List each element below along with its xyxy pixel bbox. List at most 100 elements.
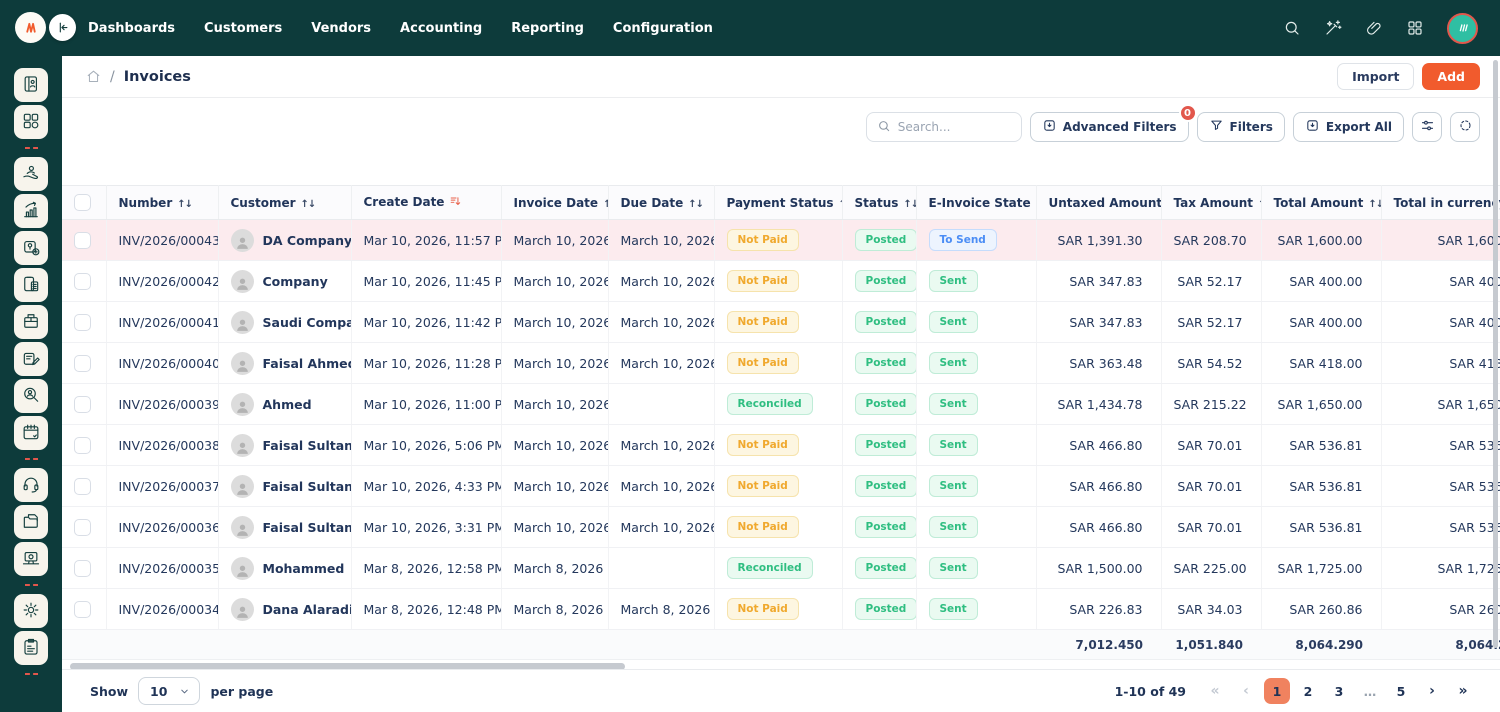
last-page-button[interactable]: » xyxy=(1450,678,1476,704)
customer-avatar xyxy=(230,351,254,375)
invoice-row[interactable]: INV/2026/00036 Faisal Sultan Mar 10, 2026,… xyxy=(62,506,1500,548)
sidebar-growth-chart-button[interactable] xyxy=(14,194,48,228)
sidebar-collapse-button[interactable] xyxy=(49,14,76,41)
row-checkbox[interactable] xyxy=(74,436,91,454)
column-header-create_date[interactable]: Create Date xyxy=(351,185,502,220)
nav-item-accounting[interactable]: Accounting xyxy=(400,20,483,36)
due-date: March 10, 2026 xyxy=(608,260,715,302)
column-label: Create Date xyxy=(363,194,445,209)
row-checkbox[interactable] xyxy=(74,518,91,536)
einvoice-state-cell: Sent xyxy=(916,260,1037,302)
advanced-filters-button[interactable]: Advanced Filters 0 xyxy=(1029,104,1197,142)
vertical-scrollbar-thumb[interactable] xyxy=(1493,60,1498,648)
invoice-row[interactable]: INV/2026/00040 Faisal Ahmed Mar 10, 2026, … xyxy=(62,342,1500,384)
invoice-row[interactable]: INV/2026/00035 Mohammed Mar 8, 2026, 12:58… xyxy=(62,547,1500,589)
nav-item-dashboards[interactable]: Dashboards xyxy=(88,20,176,36)
status-badge: Sent xyxy=(928,475,978,497)
invoice-row[interactable]: INV/2026/00034 Dana Alaradi Mar 8, 2026, 1… xyxy=(62,588,1500,630)
row-checkbox[interactable] xyxy=(74,600,91,618)
prev-page-button[interactable]: ‹ xyxy=(1233,678,1259,704)
tax-amount: SAR 52.17 xyxy=(1161,260,1262,302)
sidebar-clipboard-calculator-button[interactable] xyxy=(14,268,48,302)
sidebar-calculator-pen-button[interactable] xyxy=(14,342,48,376)
nav-item-reporting[interactable]: Reporting xyxy=(511,20,584,36)
column-header-einvoice_state[interactable]: E-Invoice State↑↓ xyxy=(916,185,1037,220)
invoice-row[interactable]: INV/2026/00043 DA Company Mar 10, 2026, 11… xyxy=(62,219,1500,261)
invoice-row[interactable]: INV/2026/00037 Faisal Sultan Mar 10, 2026,… xyxy=(62,465,1500,507)
sidebar-contacts-book-button[interactable] xyxy=(14,68,48,102)
search-box[interactable] xyxy=(865,112,1022,142)
nav-item-configuration[interactable]: Configuration xyxy=(612,20,713,36)
column-header-status[interactable]: Status ↑↓ xyxy=(842,185,917,220)
sidebar-headset-support-button[interactable] xyxy=(14,468,48,502)
page-button-3[interactable]: 3 xyxy=(1326,678,1352,704)
search-icon[interactable] xyxy=(1283,19,1301,37)
invoice-number: INV/2026/00036 xyxy=(106,506,219,548)
invoice-row[interactable]: INV/2026/00039 Ahmed Mar 10, 2026, 11:00 P… xyxy=(62,383,1500,425)
next-page-button[interactable]: › xyxy=(1419,678,1445,704)
page-size-select[interactable]: 10 xyxy=(138,677,201,705)
column-header-tax[interactable]: Tax Amount ↑↓ xyxy=(1161,185,1262,220)
add-button[interactable]: Add xyxy=(1422,63,1480,90)
status-badge: Sent xyxy=(928,598,978,620)
column-header-untaxed[interactable]: Untaxed Amount↑↓ xyxy=(1036,185,1162,220)
row-checkbox[interactable] xyxy=(74,559,91,577)
page-button-2[interactable]: 2 xyxy=(1295,678,1321,704)
table-settings-button[interactable] xyxy=(1412,112,1442,142)
attachment-icon[interactable] xyxy=(1365,19,1383,37)
column-header-total_currency[interactable]: Total in currency xyxy=(1381,185,1500,220)
page-button-5[interactable]: 5 xyxy=(1388,678,1414,704)
column-header-invoice_date[interactable]: Invoice Date ↑↓ xyxy=(501,185,609,220)
sidebar-dashboard-tiles-button[interactable] xyxy=(14,105,48,139)
nav-item-vendors[interactable]: Vendors xyxy=(311,20,372,36)
sidebar-laptop-pos-button[interactable] xyxy=(14,542,48,576)
horizontal-scrollbar-thumb[interactable] xyxy=(70,663,625,670)
status-cell: Posted xyxy=(842,383,917,425)
column-header-total[interactable]: Total Amount ↑↓ xyxy=(1261,185,1382,220)
sidebar-calendar-check-button[interactable] xyxy=(14,416,48,450)
due-date: March 10, 2026 xyxy=(608,342,715,384)
home-icon[interactable] xyxy=(86,69,101,84)
filters-button[interactable]: Filters xyxy=(1196,112,1285,142)
row-checkbox[interactable] xyxy=(74,395,91,413)
user-avatar[interactable] xyxy=(1447,12,1478,44)
row-checkbox[interactable] xyxy=(74,231,91,249)
row-checkbox[interactable] xyxy=(74,272,91,290)
nav-item-customers[interactable]: Customers xyxy=(204,20,283,36)
sidebar-clipboard-report-button[interactable] xyxy=(14,631,48,665)
invoice-row[interactable]: INV/2026/00038 Faisal Sultan Mar 10, 2026,… xyxy=(62,424,1500,466)
select-all-checkbox[interactable] xyxy=(74,194,91,211)
column-label: Total in currency xyxy=(1393,195,1500,210)
sidebar-settings-gear-button[interactable] xyxy=(14,594,48,628)
row-checkbox[interactable] xyxy=(74,313,91,331)
search-input[interactable] xyxy=(897,120,1011,134)
sidebar-scale-add-button[interactable] xyxy=(14,231,48,265)
column-header-payment_status[interactable]: Payment Status ↑↓ xyxy=(714,185,843,220)
column-header-due_date[interactable]: Due Date ↑↓ xyxy=(608,185,715,220)
sidebar-folder-documents-button[interactable] xyxy=(14,505,48,539)
status-cell: Posted xyxy=(842,465,917,507)
row-checkbox[interactable] xyxy=(74,354,91,372)
laptop-pos-icon xyxy=(21,548,41,571)
refresh-button[interactable] xyxy=(1450,112,1480,142)
payment-status-cell: Not Paid xyxy=(714,342,843,384)
import-button[interactable]: Import xyxy=(1337,63,1415,90)
totals-value: 1,051.840 xyxy=(1161,629,1261,660)
column-header-number[interactable]: Number ↑↓ xyxy=(106,185,219,220)
column-header-customer[interactable]: Customer ↑↓ xyxy=(218,185,352,220)
sidebar-package-box-button[interactable] xyxy=(14,305,48,339)
invoice-number: INV/2026/00034 xyxy=(106,588,219,630)
apps-grid-icon[interactable] xyxy=(1406,19,1424,37)
invoice-row[interactable]: INV/2026/00042 Company Mar 10, 2026, 11:45… xyxy=(62,260,1500,302)
sidebar-search-user-button[interactable] xyxy=(14,379,48,413)
page-button-1[interactable]: 1 xyxy=(1264,678,1290,704)
status-badge: Posted xyxy=(854,557,915,579)
magic-wand-icon[interactable] xyxy=(1324,19,1342,37)
export-all-button[interactable]: Export All xyxy=(1292,112,1404,142)
sidebar-hand-care-button[interactable] xyxy=(14,157,48,191)
totals-value: 8,064.290 xyxy=(1261,629,1381,660)
payment-status-cell: Reconciled xyxy=(714,547,843,589)
row-checkbox[interactable] xyxy=(74,477,91,495)
first-page-button[interactable]: « xyxy=(1202,678,1228,704)
